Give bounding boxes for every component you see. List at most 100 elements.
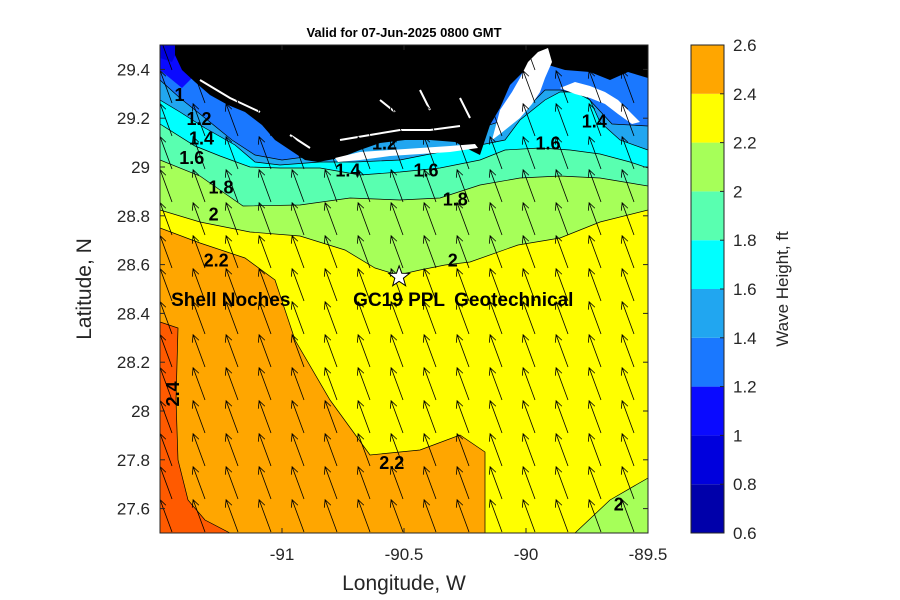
wave-arrow <box>290 168 305 203</box>
wave-arrow <box>389 465 404 500</box>
y-tick-label: 28.2 <box>117 353 150 372</box>
contour-lines <box>160 79 648 533</box>
site-annotation: Shell Noches <box>171 290 290 311</box>
wave-arrow <box>620 300 635 335</box>
wave-arrow <box>356 267 371 302</box>
colorbar-tick-label: 0.6 <box>733 524 757 543</box>
wave-arrow <box>488 234 503 269</box>
wave-arrow <box>587 465 602 500</box>
wave-arrow <box>323 201 338 236</box>
wave-arrow <box>257 267 272 302</box>
colorbar-tick-label: 1.8 <box>733 231 757 250</box>
wave-arrow <box>257 168 272 203</box>
wave-arrow <box>191 69 206 104</box>
wave-arrow <box>422 366 437 401</box>
wave-arrow <box>290 201 305 236</box>
wave-arrow <box>323 267 338 302</box>
wave-arrow <box>290 465 305 500</box>
y-tick-label: 27.8 <box>117 451 150 470</box>
wave-arrow <box>587 135 602 170</box>
wave-arrow <box>455 399 470 434</box>
wave-arrow <box>422 465 437 500</box>
wave-arrow <box>422 399 437 434</box>
contour-label: 2 <box>614 495 624 515</box>
annotations: Shell Noches GC19 PPL Geotechnical <box>171 290 573 311</box>
wave-arrow <box>422 267 437 302</box>
wave-arrow <box>455 432 470 467</box>
colorbar-segment <box>691 386 724 436</box>
contour-label: 2 <box>448 251 458 271</box>
wave-arrow <box>521 300 536 335</box>
wave-arrow <box>488 102 503 137</box>
wave-arrow <box>455 168 470 203</box>
wave-arrow <box>191 333 206 368</box>
wave-arrow <box>422 432 437 467</box>
wave-arrow <box>290 69 305 104</box>
wave-arrow <box>554 135 569 170</box>
y-tick-label: 28.4 <box>117 304 150 323</box>
wave-arrow <box>521 267 536 302</box>
colorbar-tick-label: 1.6 <box>733 280 757 299</box>
wave-arrow <box>356 399 371 434</box>
wave-arrow <box>356 366 371 401</box>
wave-arrow <box>521 168 536 203</box>
wave-arrow <box>224 201 239 236</box>
wave-arrow <box>521 366 536 401</box>
wave-arrow <box>356 168 371 203</box>
wave-arrow <box>521 465 536 500</box>
wave-arrow <box>587 201 602 236</box>
wave-arrow <box>587 366 602 401</box>
colorbar-tick-label: 1.2 <box>733 378 757 397</box>
x-tick-label: -89.5 <box>629 545 668 564</box>
wave-arrow <box>290 234 305 269</box>
wave-arrow <box>323 465 338 500</box>
wave-arrow <box>521 135 536 170</box>
wave-arrow <box>389 300 404 335</box>
wave-arrow <box>455 135 470 170</box>
wave-arrow <box>323 366 338 401</box>
wave-arrow <box>554 102 569 137</box>
y-axis-label: Latitude, N <box>73 238 96 340</box>
contour-label: 2.4 <box>163 381 183 406</box>
wave-arrow <box>488 267 503 302</box>
y-ticks: 27.6 27.8 28 28.2 28.4 28.6 28.8 29 29.2 29.4 <box>117 60 648 519</box>
wave-arrow <box>455 69 470 104</box>
wave-arrow <box>257 300 272 335</box>
wave-arrow <box>356 333 371 368</box>
colorbar-segment <box>691 93 724 143</box>
wave-arrow <box>521 498 536 533</box>
colorbar-tick-label: 2 <box>733 182 742 201</box>
wave-arrow <box>257 399 272 434</box>
wave-arrow <box>290 267 305 302</box>
wave-arrow <box>224 168 239 203</box>
wave-arrow <box>554 45 569 71</box>
wave-arrow <box>587 102 602 137</box>
wave-arrow <box>257 135 272 170</box>
wave-arrow <box>389 366 404 401</box>
wave-arrow <box>257 234 272 269</box>
x-tick-label: -90.5 <box>385 545 424 564</box>
wave-arrow <box>224 498 239 533</box>
colorbar-tick-label: 1.4 <box>733 329 757 348</box>
wave-arrow <box>422 333 437 368</box>
wave-arrow <box>389 333 404 368</box>
wave-arrow <box>587 267 602 302</box>
wave-arrow <box>323 168 338 203</box>
wave-arrow <box>455 366 470 401</box>
wave-arrow <box>455 333 470 368</box>
band-2.2-2.4 <box>160 228 485 533</box>
contour-label: 2.2 <box>379 453 404 473</box>
wave-arrow <box>191 102 206 137</box>
wave-arrow <box>290 399 305 434</box>
wave-arrow <box>422 300 437 335</box>
wave-arrow <box>620 267 635 302</box>
wave-arrow <box>488 366 503 401</box>
wave-arrow <box>587 168 602 203</box>
wave-arrow <box>620 366 635 401</box>
wave-arrow <box>488 135 503 170</box>
colorbar-segment <box>691 435 724 485</box>
colorbar-label: Wave Height, ft <box>773 231 792 347</box>
wave-arrow <box>554 366 569 401</box>
wave-arrow <box>389 45 404 71</box>
colorbar-segment <box>691 337 724 387</box>
